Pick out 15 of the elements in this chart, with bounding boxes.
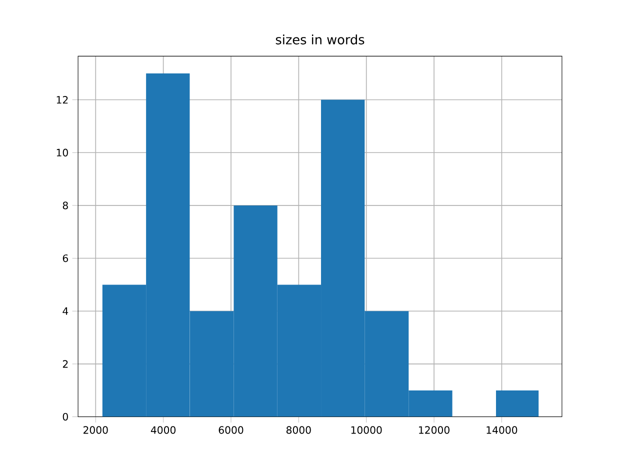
x-tick-label: 8000 xyxy=(286,426,311,434)
y-tick-label: 2 xyxy=(62,360,68,368)
x-tick-label: 4000 xyxy=(150,426,176,434)
chart-title: sizes in words xyxy=(276,34,364,44)
y-tick-label: 4 xyxy=(62,307,68,315)
x-tick-label: 2000 xyxy=(84,426,108,434)
y-tick-label: 10 xyxy=(56,148,68,156)
x-tick-label: 14000 xyxy=(486,426,518,434)
y-tick-label: 0 xyxy=(62,412,68,420)
x-tick-label: 6000 xyxy=(218,426,244,434)
x-tick-label: 10000 xyxy=(351,426,382,434)
y-tick-label: 6 xyxy=(62,254,68,262)
y-tick-label: 12 xyxy=(56,96,68,104)
x-tick-label: 12000 xyxy=(419,426,450,434)
y-tick-label: 8 xyxy=(62,201,68,210)
